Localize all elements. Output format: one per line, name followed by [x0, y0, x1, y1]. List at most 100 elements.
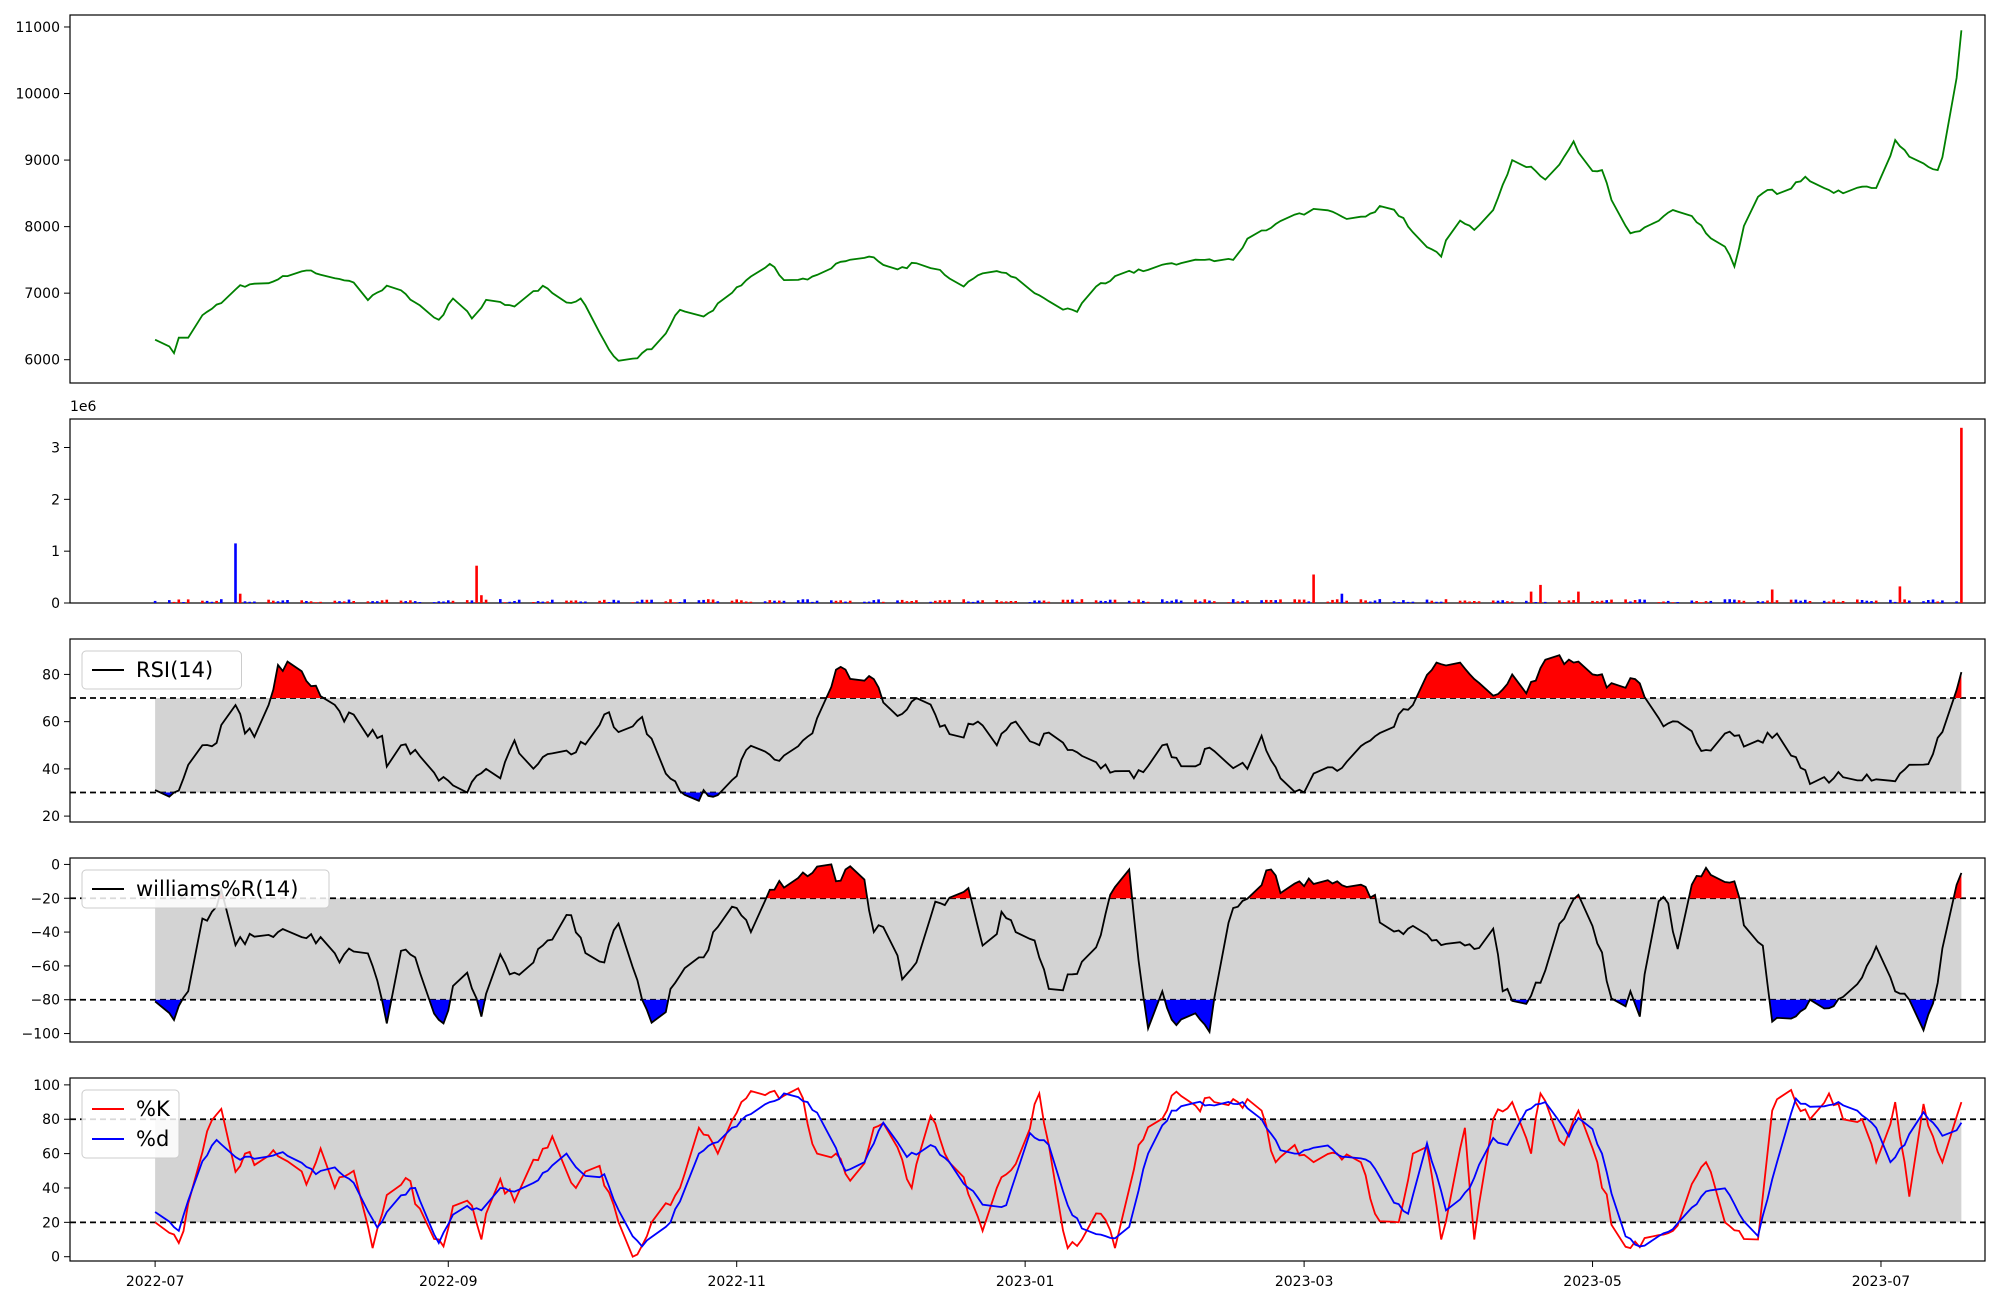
volume-bar — [1458, 600, 1462, 603]
volume-bar — [1501, 600, 1504, 603]
volume-bar — [541, 601, 545, 603]
stochastic-ytick-label: 20 — [42, 1215, 60, 1231]
volume-bar — [333, 600, 337, 603]
volume-bar — [1241, 601, 1244, 603]
volume-bar — [1562, 602, 1566, 603]
volume-bar — [1161, 599, 1164, 603]
volume-bar — [607, 602, 611, 603]
volume-bar — [1047, 601, 1051, 603]
volume-bar — [1955, 601, 1958, 603]
volume-bar — [238, 593, 242, 603]
legend: williams%R(14) — [81, 869, 330, 909]
volume-bar — [352, 601, 355, 603]
volume-bar — [432, 602, 436, 603]
volume-bar — [1832, 599, 1835, 603]
legend-box — [81, 1089, 180, 1159]
volume-bar — [1298, 599, 1301, 603]
volume-bar — [1676, 602, 1679, 603]
volume-bar — [1236, 601, 1240, 603]
rsi-ytick-label: 80 — [42, 667, 60, 683]
volume-bar — [1534, 602, 1538, 603]
x-tick-label: 2023-05 — [1563, 1274, 1622, 1290]
volume-bar — [1610, 599, 1613, 603]
volume-bar — [1539, 584, 1542, 603]
rsi-ytick-label: 60 — [42, 715, 60, 731]
volume-bar — [210, 601, 214, 603]
x-tick-label: 2023-07 — [1852, 1274, 1911, 1290]
volume-bar — [971, 601, 975, 603]
volume-bar — [551, 599, 554, 603]
volume-bar — [177, 599, 181, 603]
volume-bar — [744, 601, 748, 603]
volume-bar — [1671, 602, 1675, 603]
volume-bar — [1175, 599, 1178, 603]
x-tick-label: 2022-07 — [126, 1274, 185, 1290]
volume-bar — [1666, 600, 1670, 603]
volume-bar — [1345, 600, 1348, 603]
williams-overbought-fill — [766, 864, 868, 899]
volume-bar — [811, 601, 814, 603]
volume-bar — [1766, 600, 1769, 603]
stochastic-ytick-label: 60 — [42, 1147, 60, 1163]
rsi-line — [154, 654, 1963, 802]
volume-bar — [1960, 427, 1963, 603]
volume-bar — [546, 601, 549, 603]
volume-bar — [1246, 600, 1249, 603]
volume-bar — [234, 543, 237, 603]
volume-bar — [1194, 599, 1197, 603]
williams-oversold-fill — [1810, 999, 1838, 1009]
volume-bar — [1331, 599, 1334, 603]
volume-bar — [749, 601, 753, 603]
volume-bar — [1364, 600, 1367, 603]
volume-bar — [186, 599, 190, 603]
volume-bar — [929, 601, 932, 603]
volume-bar — [418, 602, 422, 603]
volume-bar — [976, 600, 980, 603]
volume-bar — [943, 600, 947, 603]
volume-bar — [1770, 589, 1774, 603]
volume-bar — [1893, 601, 1897, 603]
volume-bar — [1369, 601, 1372, 603]
stochastic-ytick-label: 0 — [51, 1250, 60, 1266]
volume-bar — [1279, 599, 1282, 603]
legend: %K %d — [81, 1089, 180, 1159]
legend-label: RSI(14) — [136, 658, 213, 682]
volume-bar — [1596, 601, 1599, 603]
volume-bar — [342, 601, 346, 603]
volume-bar — [678, 602, 682, 603]
volume-bar — [565, 600, 568, 603]
volume-bar — [1335, 599, 1339, 603]
volume-ytick-label: 3 — [51, 441, 60, 457]
volume-bar — [1908, 600, 1911, 603]
volume-panel: 0 1 2 3 1e6 — [51, 399, 1986, 612]
volume-bar — [1624, 599, 1627, 603]
volume-bar — [716, 601, 720, 603]
volume-bar — [1856, 599, 1859, 603]
volume-bar — [702, 599, 705, 603]
volume-bar — [1529, 591, 1533, 603]
volume-bar — [309, 601, 313, 603]
volume-ytick-label: 2 — [51, 492, 60, 508]
stochastic-line-d — [154, 1092, 1963, 1248]
volume-bar — [773, 600, 776, 603]
volume-bar — [399, 600, 403, 603]
volume-bar — [1733, 599, 1736, 603]
volume-bar — [1071, 599, 1074, 603]
volume-bar — [451, 600, 455, 603]
williams-ytick-label: −60 — [30, 959, 60, 975]
volume-bar — [1794, 599, 1798, 603]
volume-bar — [707, 599, 710, 603]
rsi-overbought-fill — [1953, 672, 1962, 698]
volume-bar — [1094, 600, 1098, 603]
volume-bar — [872, 600, 876, 603]
x-tick-label: 2023-03 — [1275, 1274, 1334, 1290]
stochastic-ytick-label: 80 — [42, 1112, 60, 1128]
volume-bar — [385, 599, 389, 603]
volume-bar — [1761, 601, 1765, 603]
volume-bar — [442, 601, 445, 603]
volume-bar — [1506, 601, 1509, 603]
volume-bar — [1066, 599, 1069, 603]
williams-band-fill — [155, 898, 1962, 1000]
volume-bar — [806, 599, 809, 603]
williams-oversold-fill — [1909, 999, 1934, 1031]
